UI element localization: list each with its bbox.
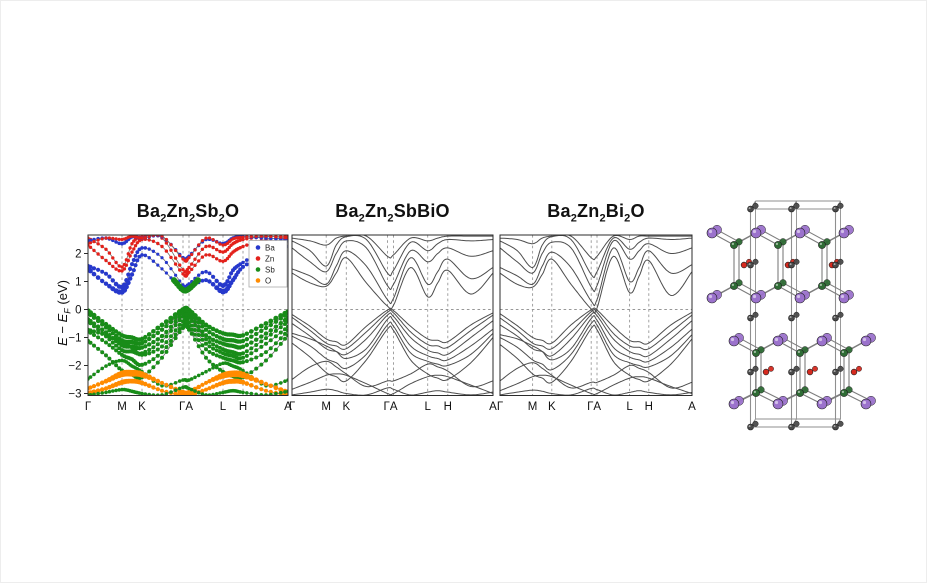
svg-text:−1: −1 (68, 333, 81, 345)
svg-text:M: M (528, 401, 538, 413)
svg-text:ΓA: ΓA (383, 401, 397, 413)
band-structure-panel-3: Γ M K ΓA L H A (497, 234, 696, 413)
svg-text:−2: −2 (68, 361, 81, 373)
legend-label-zn: Zn (265, 254, 274, 263)
y-axis-ticks: 2 1 0 −1 −2 −3 (68, 249, 88, 401)
legend-dot-zn (255, 256, 261, 261)
svg-text:1: 1 (75, 277, 81, 289)
svg-text:ΓA: ΓA (587, 401, 601, 413)
svg-text:L: L (424, 401, 431, 413)
legend-dot-o (255, 278, 261, 283)
legend-dot-ba (255, 245, 261, 250)
svg-text:M: M (117, 401, 127, 413)
legend-label-o: O (265, 276, 271, 285)
legend-label-ba: Ba (265, 243, 275, 252)
band-lines (88, 235, 288, 396)
panel-title-ba2zn2sbbio: Ba2Zn2SbBiO (335, 201, 450, 225)
y-axis-label: E − EF (eV) (55, 280, 73, 346)
svg-text:K: K (548, 401, 556, 413)
svg-text:K: K (138, 401, 146, 413)
svg-text:Γ: Γ (289, 401, 296, 413)
band-lines (500, 235, 692, 396)
svg-text:L: L (626, 401, 633, 413)
svg-text:H: H (645, 401, 653, 413)
svg-text:Γ: Γ (497, 401, 504, 413)
legend-dot-sb (255, 267, 261, 272)
svg-text:2: 2 (75, 249, 81, 261)
band-structure-panel-2: Γ M K ΓA L H A (289, 234, 497, 413)
x-axis-tick-labels: Γ M K ΓA L H A (85, 401, 292, 413)
svg-text:H: H (444, 401, 452, 413)
svg-text:M: M (321, 401, 331, 413)
panel-title-ba2zn2sb2o: Ba2Zn2Sb2O (136, 201, 240, 225)
x-axis-tick-labels: Γ M K ΓA L H A (289, 401, 497, 413)
svg-text:A: A (489, 401, 497, 413)
svg-text:ΓA: ΓA (179, 401, 193, 413)
svg-text:A: A (284, 401, 292, 413)
projection-legend: Ba Zn Sb O (248, 240, 288, 288)
panel-title-ba2zn2bi2o: Ba2Zn2Bi2O (547, 201, 645, 225)
svg-text:−3: −3 (68, 389, 81, 401)
svg-text:A: A (688, 401, 696, 413)
svg-text:Γ: Γ (85, 401, 92, 413)
band-structure-panel-1: Γ M K ΓA L H A 2 1 0 −1 −2 −3 Ba Zn Sb O (68, 234, 292, 413)
x-axis-tick-labels: Γ M K ΓA L H A (497, 401, 696, 413)
svg-text:H: H (239, 401, 247, 413)
svg-text:0: 0 (75, 305, 81, 317)
crystal-structure (706, 200, 876, 431)
band-lines (292, 235, 493, 396)
legend-label-sb: Sb (265, 265, 275, 274)
svg-text:L: L (220, 401, 227, 413)
svg-text:K: K (342, 401, 350, 413)
